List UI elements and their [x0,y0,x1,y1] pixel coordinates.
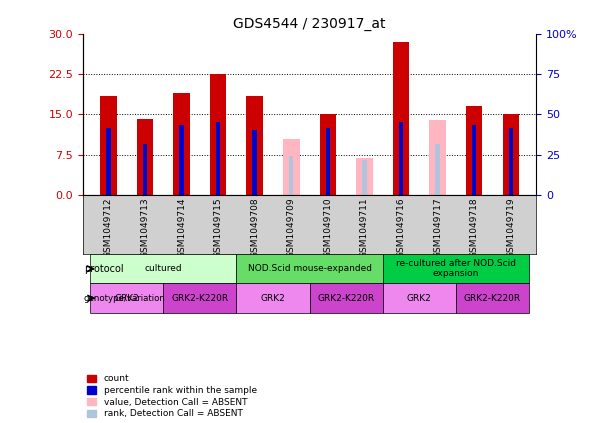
Title: GDS4544 / 230917_at: GDS4544 / 230917_at [234,17,386,31]
Bar [237,254,383,283]
Bar [216,122,220,195]
Text: re-cultured after NOD.Scid
expansion: re-cultured after NOD.Scid expansion [396,259,516,278]
Bar [429,120,446,195]
Text: GSM1049717: GSM1049717 [433,198,442,258]
Bar [466,106,482,195]
Bar [143,144,147,195]
Text: GSM1049716: GSM1049716 [397,198,406,258]
Bar [356,158,373,195]
Text: GSM1049713: GSM1049713 [140,198,150,258]
Bar [319,114,336,195]
Bar [456,283,529,313]
Bar [90,283,163,313]
Bar [90,254,237,283]
Bar [283,138,300,195]
Bar [210,74,226,195]
Bar [383,283,456,313]
Text: GSM1049718: GSM1049718 [470,198,479,258]
Text: GRK2: GRK2 [407,294,432,303]
Text: GRK2-K220R: GRK2-K220R [464,294,521,303]
Bar [435,144,440,195]
Bar [173,93,190,195]
Bar [362,160,367,195]
Text: GSM1049710: GSM1049710 [323,198,332,258]
Bar [393,42,409,195]
Bar [163,283,237,313]
Bar [137,119,153,195]
Bar [100,96,116,195]
Text: protocol: protocol [84,264,123,274]
Bar [310,283,383,313]
Bar [383,254,529,283]
Text: GSM1049709: GSM1049709 [287,198,296,258]
Bar [106,128,110,195]
Text: GRK2: GRK2 [114,294,139,303]
Bar [509,128,513,195]
Text: cultured: cultured [145,264,182,273]
Bar [503,114,519,195]
Text: GSM1049714: GSM1049714 [177,198,186,258]
Bar [237,283,310,313]
Text: NOD.Scid mouse-expanded: NOD.Scid mouse-expanded [248,264,371,273]
Text: GSM1049708: GSM1049708 [250,198,259,258]
Bar [289,156,294,195]
Bar [253,130,257,195]
Text: genotype/variation: genotype/variation [84,294,166,303]
Text: GRK2-K220R: GRK2-K220R [171,294,229,303]
Bar [399,122,403,195]
Bar [180,125,184,195]
Text: GRK2-K220R: GRK2-K220R [318,294,375,303]
Text: GSM1049719: GSM1049719 [506,198,516,258]
Bar [326,128,330,195]
Legend: count, percentile rank within the sample, value, Detection Call = ABSENT, rank, : count, percentile rank within the sample… [87,374,257,418]
Bar [246,96,263,195]
Bar [472,125,476,195]
Text: GSM1049715: GSM1049715 [213,198,223,258]
Text: GRK2: GRK2 [261,294,286,303]
Text: GSM1049711: GSM1049711 [360,198,369,258]
Text: GSM1049712: GSM1049712 [104,198,113,258]
